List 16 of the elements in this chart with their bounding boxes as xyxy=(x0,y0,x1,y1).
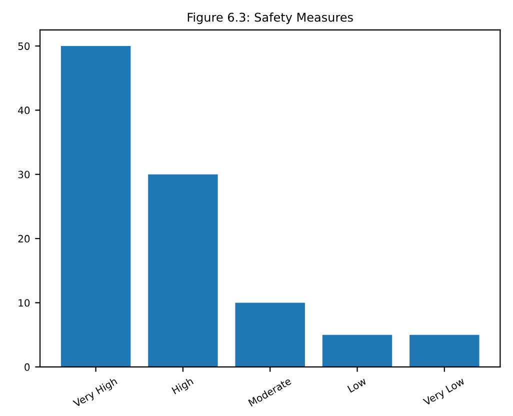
bar xyxy=(235,302,305,367)
y-tick-label: 20 xyxy=(18,234,30,242)
bar xyxy=(148,174,218,367)
y-tick-label: 40 xyxy=(18,106,30,114)
y-tick-label: 0 xyxy=(24,363,30,371)
chart-title: Figure 6.3: Safety Measures xyxy=(188,12,353,24)
x-tick-label: Very High xyxy=(72,377,118,410)
x-tick-label: Low xyxy=(347,377,367,393)
x-tick-label: High xyxy=(171,377,195,396)
x-tick-label: Very Low xyxy=(422,377,466,408)
y-tick-label: 30 xyxy=(18,170,30,178)
bar xyxy=(60,46,131,367)
bar xyxy=(410,334,480,367)
y-tick-label: 50 xyxy=(18,42,30,50)
bar xyxy=(322,334,392,367)
y-tick-label: 10 xyxy=(18,299,30,307)
